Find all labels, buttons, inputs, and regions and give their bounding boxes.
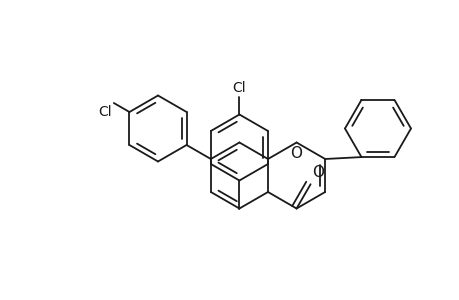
Text: Cl: Cl	[232, 80, 246, 94]
Text: Cl: Cl	[98, 105, 112, 119]
Text: O: O	[290, 146, 302, 160]
Text: O: O	[312, 165, 324, 180]
